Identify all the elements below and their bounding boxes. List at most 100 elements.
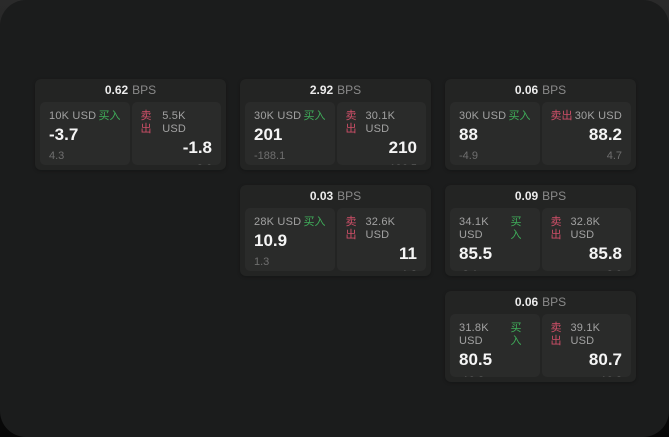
quote-card-2: 2.92 BPS 30K USD 买入 201 -188.1 卖出 30.1K U…	[240, 79, 431, 170]
sell-price: 85.8	[588, 244, 622, 263]
sell-price: 210	[388, 138, 417, 157]
sell-panel-header: 卖出 30.1K USD	[346, 110, 418, 136]
buy-amount: 28K USD	[254, 216, 302, 228]
bps-unit: BPS	[542, 295, 567, 309]
sell-price: 88.2	[588, 125, 622, 144]
sell-quote-panel[interactable]: 卖出 39.1K USD 80.7 10.2	[541, 314, 631, 377]
card-header: 0.62 BPS	[40, 79, 221, 102]
buy-side-label: 买入	[510, 216, 522, 241]
buy-quote-panel[interactable]: 28K USD 买入 10.9 1.3	[245, 208, 335, 271]
sell-price: -1.8	[182, 138, 212, 157]
bps-value: 0.09	[514, 189, 539, 203]
sell-panel-header: 卖出 32.6K USD	[346, 216, 418, 242]
sell-delta: 3.0	[551, 269, 622, 271]
quote-card-3: 0.06 BPS 30K USD 买入 88 -4.9 卖出 30K USD 88…	[445, 79, 636, 170]
buy-amount: 31.8K USD	[459, 322, 489, 347]
buy-side-label: 买入	[303, 110, 326, 122]
sell-delta: 10.2	[551, 375, 622, 377]
sell-amount: 32.6K USD	[365, 216, 396, 241]
bps-unit: BPS	[337, 189, 362, 203]
sell-panel-header: 卖出 5.5K USD	[141, 110, 213, 136]
sell-quote-panel[interactable]: 卖出 32.8K USD 85.8 3.0	[541, 208, 631, 271]
sell-delta: -1.8	[346, 269, 417, 271]
sell-amount: 5.5K USD	[162, 110, 187, 135]
quote-card-4: 0.03 BPS 28K USD 买入 10.9 1.3 卖出 32.6K USD…	[240, 185, 431, 276]
quote-panels: 28K USD 买入 10.9 1.3 卖出 32.6K USD 11 -1.8	[245, 208, 426, 271]
buy-amount: 30K USD	[459, 110, 507, 122]
sell-side-label: 卖出	[345, 110, 357, 135]
bps-unit: BPS	[542, 189, 567, 203]
buy-panel-header: 10K USD 买入	[49, 110, 121, 123]
sell-delta: -2.6	[141, 163, 212, 165]
sell-side-label: 卖出	[550, 322, 562, 347]
sell-side-label: 卖出	[345, 216, 357, 241]
buy-side-label: 买入	[510, 322, 522, 347]
buy-delta: -10.8	[459, 375, 531, 377]
buy-panel-header: 34.1K USD 买入	[459, 216, 531, 242]
bps-unit: BPS	[132, 83, 157, 97]
buy-panel-header: 30K USD 买入	[254, 110, 326, 123]
bps-value: 2.92	[309, 83, 334, 97]
sell-quote-panel[interactable]: 卖出 30.1K USD 210 196.5	[336, 102, 426, 165]
buy-delta: -4.9	[459, 150, 478, 162]
sell-side-label: 卖出	[140, 110, 152, 135]
buy-panel-header: 30K USD 买入	[459, 110, 531, 123]
sell-amount: 39.1K USD	[570, 322, 601, 347]
buy-delta: -3.1	[459, 269, 531, 271]
buy-side-label: 买入	[98, 110, 121, 122]
sell-price: 11	[399, 244, 417, 263]
quote-panels: 31.8K USD 买入 80.5 -10.8 卖出 39.1K USD 80.…	[450, 314, 631, 377]
buy-quote-panel[interactable]: 31.8K USD 买入 80.5 -10.8	[450, 314, 540, 377]
buy-delta: -188.1	[254, 150, 286, 162]
buy-delta: 1.3	[254, 256, 270, 268]
bps-value: 0.62	[104, 83, 129, 97]
sell-quote-panel[interactable]: 卖出 5.5K USD -1.8 -2.6	[131, 102, 221, 165]
buy-price: 80.5	[459, 350, 493, 369]
sell-panel-header: 卖出 30K USD	[551, 110, 623, 123]
sell-amount: 30K USD	[574, 110, 622, 122]
buy-price: -3.7	[49, 125, 79, 144]
bps-unit: BPS	[542, 83, 567, 97]
bps-value: 0.06	[514, 83, 539, 97]
buy-panel-header: 28K USD 买入	[254, 216, 326, 229]
buy-panel-header: 31.8K USD 买入	[459, 322, 531, 348]
buy-quote-panel[interactable]: 30K USD 买入 88 -4.9	[450, 102, 540, 165]
sell-amount: 30.1K USD	[365, 110, 396, 135]
buy-price: 10.9	[254, 231, 288, 250]
quote-panels: 30K USD 买入 88 -4.9 卖出 30K USD 88.2 4.7	[450, 102, 631, 165]
sell-quote-panel[interactable]: 卖出 32.6K USD 11 -1.8	[336, 208, 426, 271]
buy-delta: 4.3	[49, 150, 65, 162]
buy-price: 85.5	[459, 244, 493, 263]
sell-panel-header: 卖出 32.8K USD	[551, 216, 623, 242]
card-header: 2.92 BPS	[245, 79, 426, 102]
buy-price: 201	[254, 125, 283, 144]
quote-panels: 30K USD 买入 201 -188.1 卖出 30.1K USD 210 1…	[245, 102, 426, 165]
buy-quote-panel[interactable]: 30K USD 买入 201 -188.1	[245, 102, 335, 165]
sell-amount: 32.8K USD	[570, 216, 601, 241]
buy-quote-panel[interactable]: 10K USD 买入 -3.7 4.3	[40, 102, 130, 165]
sell-side-label: 卖出	[550, 110, 573, 122]
quote-panels: 10K USD 买入 -3.7 4.3 卖出 5.5K USD -1.8 -2.…	[40, 102, 221, 165]
card-header: 0.03 BPS	[245, 185, 426, 208]
bps-value: 0.06	[514, 295, 539, 309]
card-header: 0.06 BPS	[450, 291, 631, 314]
sell-delta: 4.7	[606, 150, 622, 162]
buy-amount: 10K USD	[49, 110, 97, 122]
quote-panels: 34.1K USD 买入 85.5 -3.1 卖出 32.8K USD 85.8…	[450, 208, 631, 271]
buy-amount: 30K USD	[254, 110, 302, 122]
card-header: 0.06 BPS	[450, 79, 631, 102]
buy-price: 88	[459, 125, 478, 144]
card-header: 0.09 BPS	[450, 185, 631, 208]
quote-card-1: 0.62 BPS 10K USD 买入 -3.7 4.3 卖出 5.5K USD …	[35, 79, 226, 170]
sell-price: 80.7	[588, 350, 622, 369]
bps-unit: BPS	[337, 83, 362, 97]
sell-delta: 196.5	[346, 163, 417, 165]
buy-quote-panel[interactable]: 34.1K USD 买入 85.5 -3.1	[450, 208, 540, 271]
sell-panel-header: 卖出 39.1K USD	[551, 322, 623, 348]
sell-quote-panel[interactable]: 卖出 30K USD 88.2 4.7	[541, 102, 631, 165]
bps-value: 0.03	[309, 189, 334, 203]
buy-amount: 34.1K USD	[459, 216, 489, 241]
